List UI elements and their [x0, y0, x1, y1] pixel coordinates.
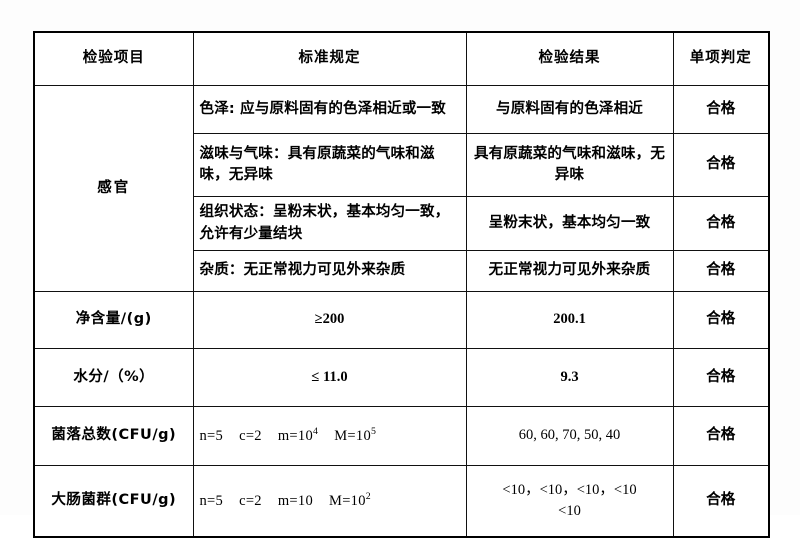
result-taste-odor: 具有原蔬菜的气味和滋味，无异味	[465, 133, 674, 197]
table-row: 滋味与气味：具有原蔬菜的气味和滋味，无异味 具有原蔬菜的气味和滋味，无异味 合格	[34, 133, 770, 197]
header-cell-verdict: 单项判定	[672, 31, 770, 86]
result-color: 与原料固有的色泽相近	[465, 85, 674, 134]
tpc-M-base: M=10	[334, 427, 372, 444]
header-cell-item: 检验项目	[33, 31, 194, 86]
standard-impurity: 杂质：无正常视力可见外来杂质	[192, 250, 467, 292]
result-texture: 呈粉末状，基本均匀一致	[465, 196, 674, 251]
tpc-m-exponent: 4	[313, 426, 319, 438]
standard-total-plate-count: n=5 c=2 m=104 M=105	[192, 406, 467, 466]
tpc-m: m=104	[278, 425, 318, 447]
verdict-color: 合格	[672, 85, 770, 134]
standard-net-content: ≥200	[192, 291, 467, 349]
result-net-content: 200.1	[465, 291, 674, 349]
result-coliform-line2: <10	[558, 503, 581, 519]
inspection-report-table: 检验项目 标准规定 检验结果 单项判定 感官 色泽: 应与原料固有的色泽相近或一…	[33, 31, 770, 538]
standard-taste-odor: 滋味与气味：具有原蔬菜的气味和滋味，无异味	[192, 133, 467, 197]
table-header-row: 检验项目 标准规定 检验结果 单项判定	[33, 31, 770, 86]
coliform-m-base: m=10	[277, 492, 313, 509]
verdict-texture: 合格	[672, 196, 770, 251]
coliform-c: c=2	[239, 492, 262, 509]
verdict-net-content: 合格	[672, 291, 770, 349]
coliform-n: n=5	[199, 492, 224, 509]
coliform-M: M=102	[329, 490, 371, 512]
tpc-c: c=2	[239, 427, 262, 444]
table-row: 组织状态：呈粉末状，基本均匀一致，允许有少量结块 呈粉末状，基本均匀一致 合格	[34, 196, 770, 251]
result-coliform: <10，<10，<10，<10 <10	[465, 465, 674, 538]
verdict-coliform: 合格	[672, 465, 770, 538]
item-moisture: 水分/（%）	[33, 348, 194, 407]
result-coliform-line1: <10，<10，<10，<10	[502, 481, 637, 498]
result-total-plate-count: 60, 60, 70, 50, 40	[465, 406, 674, 466]
tpc-M: M=105	[334, 425, 376, 447]
result-impurity: 无正常视力可见外来杂质	[465, 250, 674, 292]
tpc-n: n=5	[199, 427, 224, 444]
standard-texture: 组织状态：呈粉末状，基本均匀一致，允许有少量结块	[192, 196, 467, 251]
tpc-M-exponent: 5	[371, 426, 377, 438]
item-net-content: 净含量/(g)	[33, 291, 194, 349]
standard-moisture: ≤ 11.0	[192, 348, 467, 407]
coliform-M-base: M=10	[329, 492, 366, 509]
sensory-group-label: 感官	[33, 85, 194, 292]
header-cell-standard: 标准规定	[192, 31, 467, 86]
verdict-impurity: 合格	[672, 250, 770, 292]
verdict-moisture: 合格	[672, 348, 770, 407]
table-row: 感官 色泽: 应与原料固有的色泽相近或一致 与原料固有的色泽相近 合格	[33, 85, 770, 292]
coliform-m: m=10	[278, 490, 313, 512]
verdict-total-plate-count: 合格	[672, 406, 770, 466]
table-row: 水分/（%） ≤ 11.0 9.3 合格	[33, 348, 770, 407]
tpc-m-base: m=10	[277, 427, 313, 444]
table-row: 菌落总数(CFU/g) n=5 c=2 m=104 M=105 60, 60, 70,…	[33, 406, 770, 466]
verdict-taste-odor: 合格	[672, 133, 770, 197]
item-total-plate-count: 菌落总数(CFU/g)	[33, 406, 194, 466]
document-page: 检验项目 标准规定 检验结果 单项判定 感官 色泽: 应与原料固有的色泽相近或一…	[33, 31, 770, 538]
header-cell-result: 检验结果	[465, 31, 674, 86]
coliform-M-exponent: 2	[365, 491, 372, 503]
result-moisture: 9.3	[465, 348, 674, 407]
table-row: 大肠菌群(CFU/g) n=5 c=2 m=10 M=102 <10，<10，<10，…	[33, 465, 770, 538]
standard-coliform: n=5 c=2 m=10 M=102	[192, 465, 467, 538]
table-row: 净含量/(g) ≥200 200.1 合格	[33, 291, 770, 349]
item-coliform: 大肠菌群(CFU/g)	[33, 465, 194, 538]
table-row: 杂质：无正常视力可见外来杂质 无正常视力可见外来杂质 合格	[34, 250, 770, 292]
standard-color: 色泽: 应与原料固有的色泽相近或一致	[192, 85, 467, 134]
